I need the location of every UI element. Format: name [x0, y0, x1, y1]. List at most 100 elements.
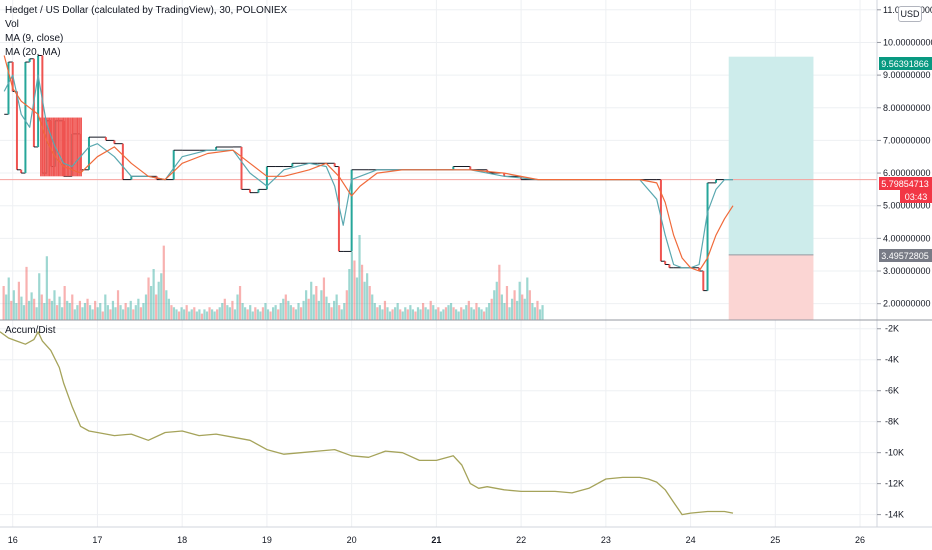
volume-bar	[106, 305, 109, 320]
volume-bar	[7, 277, 10, 320]
volume-bar	[45, 256, 48, 320]
volume-bar	[40, 294, 43, 320]
volume-bar	[292, 307, 295, 320]
ad-y-tick-label: -14K	[885, 510, 904, 520]
volume-bar	[421, 303, 425, 320]
volume-bar	[457, 311, 460, 320]
volume-bar	[277, 309, 280, 320]
volume-bar	[383, 300, 387, 320]
volume-bar	[322, 277, 326, 320]
volume-bar	[165, 290, 168, 320]
volume-bar	[17, 281, 20, 320]
volume-bar	[409, 305, 412, 320]
volume-bar	[238, 286, 242, 320]
countdown-tag	[900, 190, 932, 203]
volume-bar	[391, 309, 394, 320]
volume-bar	[167, 298, 170, 320]
volume-bar	[371, 294, 374, 320]
x-axis-ticks[interactable]: 16 17 18 19 20 21 22 23 24 25 26	[8, 535, 865, 545]
volume-bar	[109, 309, 112, 320]
volume-bar	[508, 307, 511, 320]
volume-bar	[210, 309, 214, 320]
volume-bar	[434, 309, 437, 320]
ad-y-tick-label: -8K	[885, 417, 899, 427]
volume-bar	[261, 307, 265, 320]
volume-bar	[5, 294, 8, 320]
legend-accum-dist[interactable]: Accum/Dist	[5, 325, 56, 336]
volume-bar	[305, 290, 308, 320]
volume-bar	[134, 305, 137, 320]
volume-bar	[404, 307, 407, 320]
volume-bar	[180, 307, 183, 320]
price-tags: 9.56391866 5.79854713 03:43 3.49572805	[879, 57, 932, 262]
volume-bar	[81, 307, 84, 320]
volume-bar	[104, 294, 107, 320]
volume-bar	[269, 311, 272, 320]
chart-title[interactable]: Hedget / US Dollar (calculated by Tradin…	[5, 5, 288, 16]
risk-reward-zones[interactable]	[728, 56, 814, 320]
volume-bar	[500, 294, 503, 320]
volume-bar	[254, 307, 257, 320]
currency-badge[interactable]: USD	[898, 6, 922, 22]
accum-dist-line	[0, 331, 734, 516]
volume-bar	[396, 303, 399, 320]
volume-bar	[71, 294, 74, 320]
y-axis-ticks[interactable]: 2.00000000 3.00000000 4.00000000 5.00000000…	[877, 5, 932, 309]
volume-bar	[73, 309, 76, 320]
volume-bar	[439, 311, 442, 320]
volume-bars	[2, 235, 544, 320]
x-tick-label: 17	[92, 535, 102, 545]
volume-bar	[236, 294, 239, 320]
y-tick-label: 4.00000000	[883, 233, 931, 243]
x-tick-label: 16	[8, 535, 18, 545]
volume-bar	[119, 305, 122, 320]
volume-bar	[373, 303, 376, 320]
y-tick-label: 2.00000000	[883, 299, 931, 309]
volume-bar	[266, 309, 270, 320]
accum-dist-series	[0, 331, 734, 516]
volume-bar	[350, 252, 353, 320]
volume-bar	[241, 303, 244, 320]
volume-bar	[338, 305, 341, 320]
volume-bar	[256, 309, 259, 320]
legend-volume[interactable]: Vol	[5, 19, 19, 30]
x-tick-label: 20	[347, 535, 357, 545]
volume-bar	[274, 305, 277, 320]
volume-bar	[345, 290, 348, 320]
volume-bar	[221, 303, 224, 320]
volume-bar	[299, 307, 303, 320]
volume-bar	[340, 309, 343, 320]
volume-bar	[360, 264, 364, 320]
volume-bar	[429, 300, 432, 320]
stop-price-tag	[879, 249, 932, 262]
volume-bar	[114, 307, 117, 320]
volume-bar	[320, 290, 323, 320]
volume-bar	[129, 300, 132, 320]
volume-bar	[55, 305, 59, 320]
x-tick-label: 18	[177, 535, 187, 545]
volume-bar	[279, 303, 282, 320]
x-tick-label: 21	[431, 535, 441, 545]
legend-ma20[interactable]: MA (20, MA)	[5, 47, 61, 58]
volume-bar	[218, 307, 221, 320]
volume-bar	[25, 266, 28, 320]
volume-bar	[449, 303, 453, 320]
volume-bar	[50, 300, 54, 320]
ma20-line	[3, 55, 734, 272]
volume-bar	[498, 264, 501, 320]
volume-bar	[376, 307, 379, 320]
current-price-tag	[879, 177, 932, 190]
accum-dist-y-axis-ticks[interactable]: -2K -4K -6K -8K -10K -12K -14K	[877, 324, 904, 520]
x-tick-label: 23	[601, 535, 611, 545]
volume-bar	[91, 309, 94, 320]
volume-bar	[307, 298, 310, 320]
volume-bar	[467, 300, 470, 320]
volume-bar	[541, 305, 544, 320]
volume-bar	[302, 300, 305, 320]
volume-bar	[175, 309, 178, 320]
volume-bar	[127, 307, 130, 320]
volume-bar	[20, 296, 23, 320]
legend-ma9[interactable]: MA (9, close)	[5, 33, 64, 44]
target-price-tag	[879, 57, 932, 70]
